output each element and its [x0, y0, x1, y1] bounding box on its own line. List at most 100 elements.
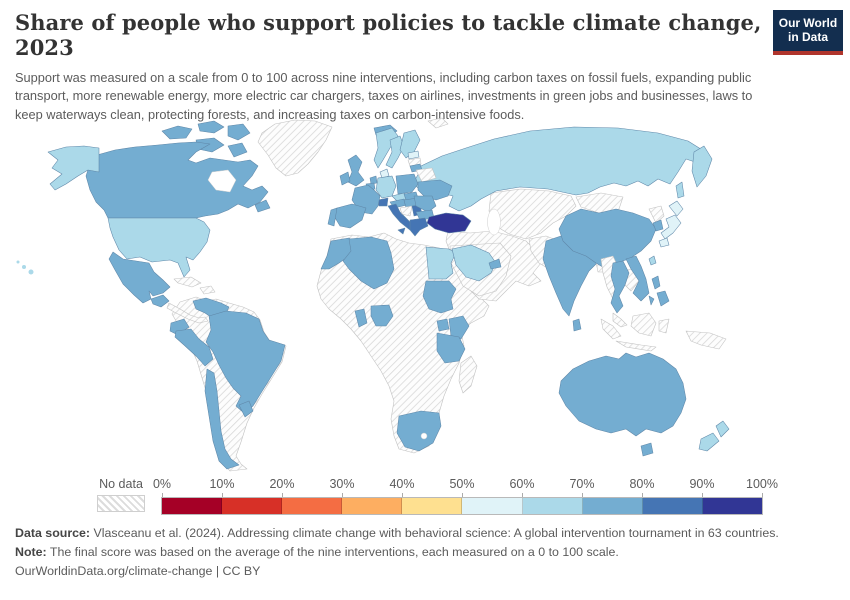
legend-bin[interactable] [642, 498, 703, 514]
country-canada-islands[interactable] [161, 125, 193, 140]
owid-logo-line2: in Data [787, 29, 828, 44]
country-philippines[interactable] [648, 295, 655, 306]
country-portugal[interactable] [327, 207, 338, 227]
legend-bin[interactable] [222, 498, 283, 514]
owid-logo[interactable]: Our World in Data [773, 10, 843, 55]
country-belarus[interactable] [415, 167, 437, 183]
country-philippines[interactable] [651, 275, 661, 290]
legend-tick-mark [582, 493, 583, 498]
country-canada-islands[interactable] [227, 142, 248, 158]
legend-bin[interactable] [702, 498, 762, 514]
country-usa-hawaii[interactable] [22, 265, 26, 269]
owid-url-link[interactable]: OurWorldinData.org/climate-change [15, 564, 213, 579]
no-data-swatch[interactable] [97, 495, 145, 512]
legend-bin[interactable] [462, 498, 523, 514]
country-taiwan[interactable] [648, 255, 657, 266]
country-south-africa[interactable] [396, 410, 442, 452]
country-usa-hawaii[interactable] [28, 269, 34, 275]
country-malaysia[interactable] [612, 312, 628, 328]
country-norway[interactable] [373, 127, 399, 169]
country-canada-newfoundland[interactable] [254, 199, 271, 213]
country-russia-sakhalin[interactable] [675, 181, 685, 199]
country-new-zealand[interactable] [715, 420, 730, 438]
country-svalbard[interactable] [427, 117, 449, 129]
country-greenland[interactable] [257, 119, 333, 177]
legend-bin[interactable] [582, 498, 643, 514]
country-sudan[interactable] [422, 280, 457, 314]
country-new-zealand[interactable] [698, 432, 720, 452]
region-croatia-bosnia[interactable] [399, 205, 413, 217]
country-hispaniola[interactable] [199, 285, 216, 295]
country-guatemala[interactable] [150, 294, 170, 308]
legend-bin[interactable] [282, 498, 343, 514]
country-madagascar[interactable] [458, 355, 478, 394]
country-canada[interactable] [85, 141, 269, 219]
country-usa[interactable] [107, 217, 211, 278]
country-indonesia-borneo[interactable] [630, 312, 657, 337]
country-sweden[interactable] [385, 135, 405, 169]
country-uruguay[interactable] [238, 400, 254, 418]
country-denmark[interactable] [379, 168, 390, 179]
region-central-america-no-data[interactable] [166, 302, 209, 324]
country-australia-tasmania[interactable] [640, 442, 654, 457]
country-russia[interactable] [412, 126, 705, 212]
country-new-guinea[interactable] [685, 330, 727, 350]
chart-subtitle: Support was measured on a scale from 0 t… [15, 70, 753, 122]
country-south-korea[interactable] [652, 219, 664, 232]
country-australia[interactable] [558, 352, 687, 437]
country-turkey[interactable] [426, 212, 472, 234]
legend-bin[interactable] [402, 498, 463, 514]
country-vietnam[interactable] [625, 255, 650, 302]
country-greece[interactable] [409, 217, 429, 237]
legend-tick-label: 60% [509, 477, 535, 491]
country-usa-hawaii[interactable] [16, 260, 20, 264]
country-canada-islands[interactable] [227, 123, 251, 141]
country-indonesia-java[interactable] [615, 340, 657, 352]
legend-tick-label: 90% [689, 477, 715, 491]
country-canada-islands[interactable] [197, 120, 225, 134]
legend-tick-label: 50% [449, 477, 475, 491]
country-mexico[interactable] [108, 251, 171, 304]
country-japan[interactable] [668, 200, 684, 217]
country-italy-sicily[interactable] [397, 227, 406, 235]
country-mongolia[interactable] [575, 192, 624, 214]
country-spain[interactable] [333, 203, 367, 229]
legend-bin[interactable] [162, 498, 223, 514]
country-egypt[interactable] [425, 246, 457, 280]
country-usa-alaska[interactable] [47, 145, 100, 191]
country-north-korea[interactable] [648, 205, 665, 224]
country-kenya[interactable] [448, 315, 470, 340]
country-chile[interactable] [204, 368, 240, 470]
country-latvia[interactable] [407, 157, 422, 167]
country-cuba[interactable] [173, 276, 202, 288]
legend-tick-mark [702, 493, 703, 498]
country-russia-kamchatka[interactable] [691, 145, 713, 188]
country-sri-lanka[interactable] [572, 318, 582, 332]
country-ukraine[interactable] [417, 179, 453, 201]
country-ireland[interactable] [339, 171, 351, 186]
country-thailand[interactable] [610, 260, 630, 314]
country-indonesia-sulawesi[interactable] [658, 318, 670, 334]
country-indonesia-sumatra[interactable] [600, 318, 622, 340]
legend-bin[interactable] [522, 498, 583, 514]
legend-bin[interactable] [342, 498, 403, 514]
country-peru[interactable] [174, 328, 214, 367]
country-saudi-arabia[interactable] [451, 244, 497, 282]
country-uganda[interactable] [436, 318, 450, 332]
country-estonia[interactable] [407, 150, 420, 160]
country-japan[interactable] [658, 237, 670, 248]
country-algeria[interactable] [342, 236, 395, 290]
country-nigeria[interactable] [370, 304, 394, 327]
country-uae[interactable] [488, 258, 502, 270]
sources-label: Data source: [15, 526, 91, 540]
country-tanzania[interactable] [436, 332, 466, 364]
country-united-kingdom[interactable] [347, 154, 365, 187]
country-ghana[interactable] [354, 308, 368, 328]
country-brazil[interactable] [205, 310, 286, 414]
legend-tick-mark [162, 493, 163, 498]
country-japan[interactable] [660, 214, 682, 240]
country-romania[interactable] [413, 195, 437, 213]
country-philippines[interactable] [656, 290, 670, 307]
country-china[interactable] [558, 208, 657, 270]
country-poland[interactable] [395, 173, 419, 195]
